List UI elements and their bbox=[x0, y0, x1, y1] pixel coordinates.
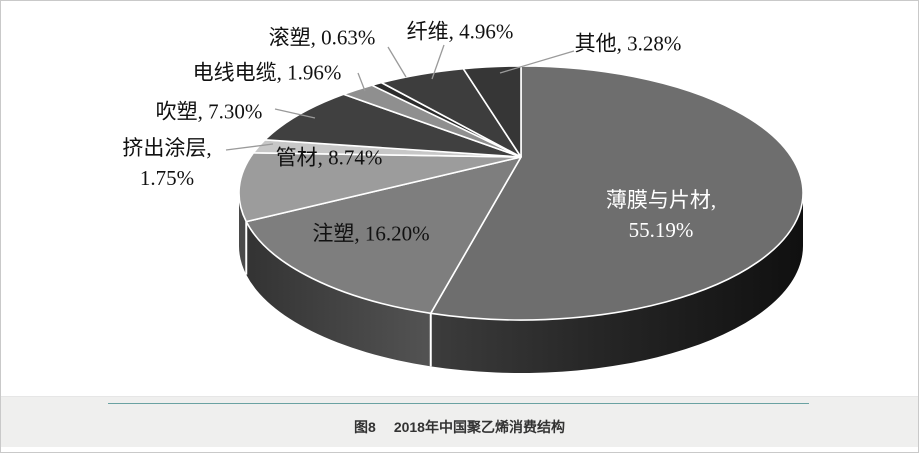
label-leader-line bbox=[225, 143, 274, 151]
pie-side-管材 bbox=[239, 193, 247, 275]
label-leader-line bbox=[357, 72, 366, 92]
caption-band: 图8 2018年中国聚乙烯消费结构 bbox=[1, 396, 918, 447]
pie-slice-薄膜与片材 bbox=[429, 65, 804, 321]
label-leader-line bbox=[387, 46, 407, 78]
pie-slice-其他 bbox=[462, 65, 522, 158]
figure-title: 2018年中国聚乙烯消费结构 bbox=[393, 419, 565, 435]
pie-chart-figure: 薄膜与片材, 55.19% 注塑, 16.20% 管材, 8.74% 挤出涂层,… bbox=[1, 1, 918, 398]
figure-number: 图8 bbox=[354, 419, 376, 435]
pie-slice-管材 bbox=[238, 152, 522, 223]
figure-caption: 图8 2018年中国聚乙烯消费结构 bbox=[1, 417, 918, 437]
pie-chart-canvas bbox=[225, 44, 804, 373]
caption-divider-line bbox=[108, 403, 809, 404]
label-leader-line bbox=[274, 108, 316, 119]
pie-side-注塑 bbox=[246, 221, 431, 367]
pie-slice-吹塑 bbox=[264, 93, 522, 158]
pie-slice-注塑 bbox=[245, 156, 522, 315]
pie-side-薄膜与片材 bbox=[430, 193, 803, 373]
label-leader-line bbox=[431, 44, 445, 80]
label-leader-line bbox=[499, 50, 575, 74]
caption-bar: 图8 2018年中国聚乙烯消费结构 bbox=[1, 396, 918, 452]
